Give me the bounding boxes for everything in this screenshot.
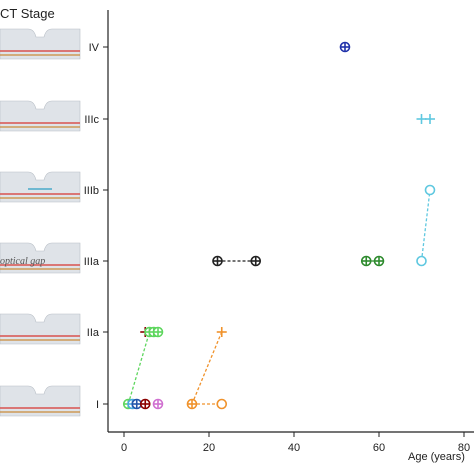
point-ring — [424, 184, 436, 196]
connection-line — [420, 189, 431, 262]
data-point-IIa-8 — [152, 326, 164, 338]
data-point-I-8 — [152, 398, 164, 410]
y-tick-label: IIIa — [84, 256, 100, 268]
data-point-I-23 — [216, 398, 228, 410]
thumbnail-IIIa — [0, 242, 81, 274]
point-ring — [216, 398, 228, 410]
legend-title: CT Stage — [0, 6, 55, 21]
data-point-IIIa-70 — [416, 255, 427, 267]
y-tick-label: IIIb — [84, 185, 99, 197]
thumbnail-I — [0, 385, 81, 417]
data-point-IIa-23 — [216, 327, 227, 337]
data-point-I-5 — [139, 398, 151, 410]
x-tick-label: 60 — [373, 442, 385, 454]
x-tick-label: 80 — [458, 442, 470, 454]
data-point-IIIc-72 — [425, 114, 435, 124]
data-point-IIIa-60 — [373, 255, 385, 267]
thumbnail-IV — [0, 28, 81, 60]
data-point-IIIc-70 — [416, 114, 427, 124]
connection-line — [127, 331, 151, 405]
data-point-IIIa-57 — [360, 255, 372, 267]
x-tick-label: 0 — [121, 442, 127, 454]
thumbnail-IIIb — [0, 171, 81, 203]
y-tick-label: IIa — [87, 327, 100, 339]
data-point-IIIb-72 — [424, 184, 436, 196]
x-tick-label: 20 — [203, 442, 215, 454]
y-tick-label: I — [96, 399, 99, 411]
optical-gap-label: optical gap — [0, 256, 45, 267]
connection-lines — [127, 189, 431, 405]
data-points — [122, 41, 436, 410]
data-point-I-3 — [131, 398, 143, 410]
x-axis-label: Age (years) — [408, 451, 465, 463]
data-point-IIIa-22 — [212, 255, 223, 267]
data-point-IV-52 — [339, 41, 351, 53]
connection-line — [191, 331, 223, 405]
thumbnail-IIa — [0, 313, 81, 345]
point-ring — [416, 255, 427, 267]
thumbnail-IIIc — [0, 100, 81, 132]
stage-thumbnails: optical gap — [0, 28, 81, 417]
data-point-I-16 — [186, 398, 198, 410]
x-tick-label: 40 — [288, 442, 300, 454]
y-tick-label: IIIc — [84, 114, 99, 126]
data-point-IIIa-31 — [250, 255, 262, 267]
y-tick-label: IV — [89, 42, 100, 54]
stage-thumbnail-panel: CT Stage — [0, 0, 82, 474]
